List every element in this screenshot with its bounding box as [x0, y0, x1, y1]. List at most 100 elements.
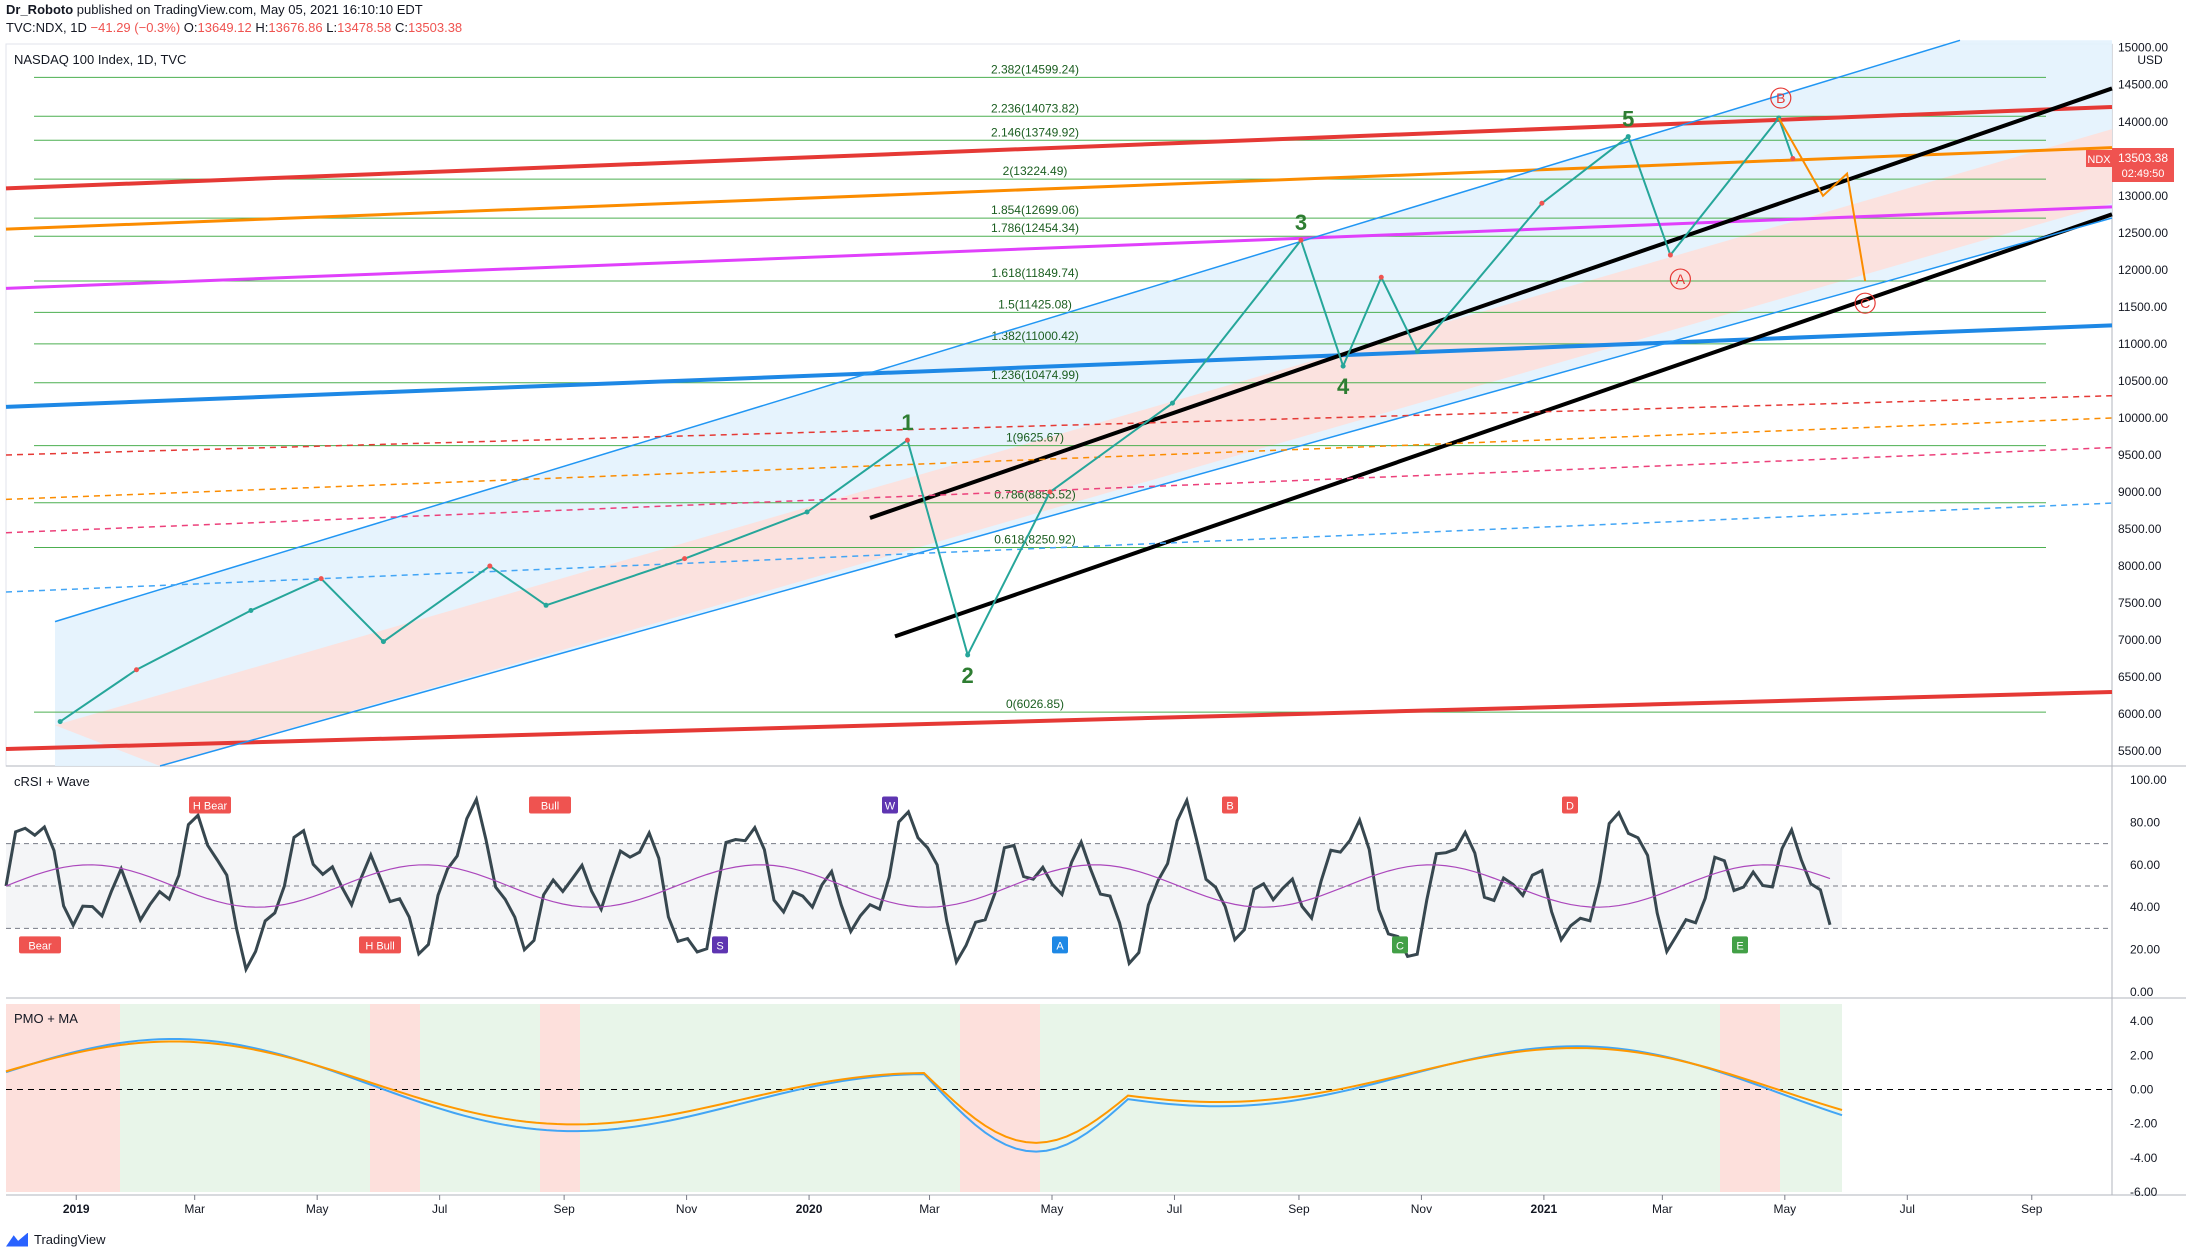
price-tick-5: 12500.00: [2118, 226, 2168, 240]
signal-box-8: [1392, 936, 1408, 954]
time-tick-13: Mar: [1652, 1202, 1673, 1216]
price-tick-7: 11500.00: [2118, 300, 2167, 314]
last-price-box: [2112, 148, 2174, 182]
time-tick-8: May: [1041, 1202, 1064, 1216]
price-point-9: [904, 437, 910, 443]
price-point-0: [57, 719, 63, 725]
pmo-tick-2: 0.00: [2130, 1082, 2154, 1096]
signal-box-10: [1732, 936, 1748, 954]
price-tick-10: 10000.00: [2118, 411, 2168, 425]
abc-label-B: B: [1776, 90, 1785, 106]
price-tick-1: 14500.00: [2118, 78, 2168, 92]
change-value: −41.29 (−0.3%): [90, 20, 181, 35]
price-point-13: [1298, 237, 1304, 243]
pmo-tick-3: -2.00: [2130, 1117, 2158, 1131]
red-support-line: [5, 689, 2113, 751]
price-point-14: [1340, 363, 1346, 369]
fib-label-12: 0.618(8250.92): [994, 532, 1075, 546]
magenta-line: [5, 205, 2113, 290]
price-tick-18: 6000.00: [2118, 707, 2162, 721]
signal-label-1: H Bear: [193, 800, 228, 812]
author-name[interactable]: Dr_Roboto: [6, 2, 74, 17]
signal-label-6: A: [1056, 940, 1064, 952]
price-tick-9: 10500.00: [2118, 374, 2168, 388]
price-tick-11: 9500.00: [2118, 448, 2162, 462]
price-point-15: [1378, 274, 1384, 280]
fib-label-7: 1.5(11425.08): [998, 297, 1072, 311]
high-label: H:: [255, 20, 269, 35]
pmo-bg-9: [1780, 1004, 1842, 1192]
high-value: 13676.86: [268, 20, 323, 35]
price-series: [57, 115, 1796, 725]
crsi-tick-1: 80.00: [2130, 815, 2160, 829]
price-point-12: [1169, 400, 1175, 406]
pmo-bg-2: [370, 1004, 420, 1192]
tradingview-logo[interactable]: TradingView: [6, 1232, 106, 1247]
time-tick-3: Jul: [432, 1202, 447, 1216]
channel-lower-line: [159, 217, 2113, 767]
crsi-tick-3: 40.00: [2130, 900, 2160, 914]
tradingview-icon: [6, 1232, 28, 1247]
time-tick-0: 2019: [63, 1202, 90, 1216]
signal-label-5: W: [885, 800, 896, 812]
price-tick-16: 7000.00: [2118, 633, 2162, 647]
pmo-bg-8: [1720, 1004, 1780, 1192]
price-point-8: [804, 509, 810, 515]
pmo-bg-3: [420, 1004, 540, 1192]
crsi-tick-2: 60.00: [2130, 858, 2160, 872]
price-point-2: [248, 607, 254, 613]
pmo-bg-6: [960, 1004, 1040, 1192]
fib-label-4: 1.854(12699.06): [991, 203, 1079, 217]
pmo-tick-1: 2.00: [2130, 1048, 2154, 1062]
time-tick-2: May: [306, 1202, 329, 1216]
trend-lines: [5, 39, 2113, 767]
abc-circle-A: [1669, 268, 1691, 290]
brand-label: TradingView: [34, 1232, 106, 1247]
signal-label-4: S: [716, 940, 723, 952]
fib-label-3: 2(13224.49): [1003, 164, 1068, 178]
fib-label-0: 2.382(14599.24): [991, 62, 1079, 76]
signal-box-0: [19, 936, 61, 954]
signal-box-2: [359, 936, 401, 954]
signal-label-8: C: [1396, 940, 1404, 952]
pmo-tick-0: 4.00: [2130, 1014, 2154, 1028]
price-line: [59, 116, 1794, 723]
price-tick-12: 9000.00: [2118, 485, 2162, 499]
signal-box-5: [882, 796, 898, 814]
crsi-tick-4: 20.00: [2130, 943, 2160, 957]
open-value: 13649.12: [197, 20, 252, 35]
price-point-6: [543, 602, 549, 608]
price-point-7: [682, 556, 688, 562]
fib-label-13: 0(6026.85): [1006, 697, 1064, 711]
publish-text: published on TradingView.com, May 05, 20…: [76, 2, 423, 17]
wave-label-3: 3: [1295, 210, 1307, 235]
signal-label-0: Bear: [28, 940, 52, 952]
time-tick-15: Jul: [1900, 1202, 1915, 1216]
pmo-title: PMO + MA: [14, 1011, 78, 1026]
channel-fills: [55, 40, 2112, 767]
fib-label-8: 1.382(11000.42): [991, 329, 1078, 343]
time-tick-10: Sep: [1288, 1202, 1310, 1216]
price-point-21: [1790, 156, 1796, 162]
signal-label-2: H Bull: [365, 940, 394, 952]
signal-label-10: E: [1736, 940, 1743, 952]
signal-box-9: [1562, 796, 1578, 814]
pmo-tick-5: -6.00: [2130, 1185, 2158, 1199]
fib-levels: 2.382(14599.24) 2.236(14073.82) 2.146(1374…: [34, 62, 2046, 713]
crsi-line: [4, 795, 1832, 974]
open-label: O:: [183, 20, 198, 35]
pmo-bg-4: [540, 1004, 580, 1192]
time-tick-5: Nov: [676, 1202, 697, 1216]
price-tick-4: 13000.00: [2118, 189, 2168, 203]
price-point-16: [1414, 348, 1420, 354]
ohlc-line: TVC:NDX, 1D −41.29 (−0.3%) O:13649.12 H:…: [6, 20, 462, 35]
pmo-tick-4: -4.00: [2130, 1151, 2158, 1165]
close-label: C:: [394, 20, 408, 35]
currency-label: USD: [2137, 53, 2163, 67]
fib-label-1: 2.236(14073.82): [991, 101, 1079, 115]
black-upper-line: [869, 86, 2113, 520]
time-tick-9: Jul: [1167, 1202, 1182, 1216]
time-tick-7: Mar: [919, 1202, 940, 1216]
symbol-label: TVC:NDX, 1D: [6, 20, 87, 35]
